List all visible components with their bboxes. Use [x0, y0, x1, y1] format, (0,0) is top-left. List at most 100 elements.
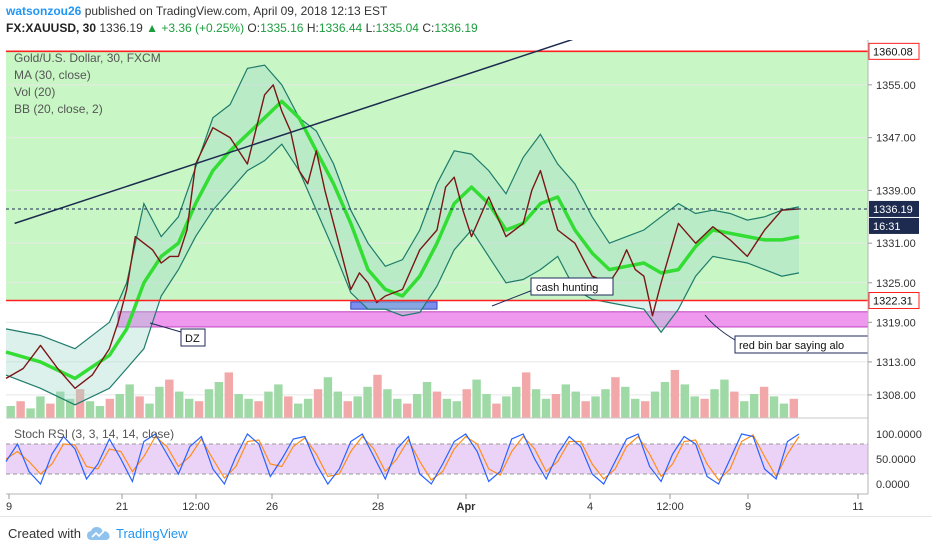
cash-hunting-text: cash hunting [536, 282, 598, 294]
svg-text:1360.08: 1360.08 [873, 46, 913, 58]
open-label: O: [247, 21, 261, 35]
price-tick-label: 1339.00 [876, 185, 916, 197]
volume-bar [85, 401, 95, 418]
symbol-label: FX:XAUUSD, 30 [6, 21, 97, 35]
volume-bar [422, 382, 432, 418]
cash-hunting-callout[interactable] [530, 277, 614, 296]
bollinger-fill [6, 65, 799, 405]
bollinger-lower [5, 143, 800, 406]
red-bin-pointer [704, 314, 736, 341]
legend-bb: BB (20, close, 2) [14, 102, 103, 116]
volume-bar [6, 406, 15, 418]
time-tick-label: Apr [457, 501, 477, 513]
price-line [5, 84, 800, 389]
volume-bar [115, 394, 124, 418]
volume-bar [660, 382, 670, 418]
volume-bar [323, 377, 333, 418]
volume-bar [125, 384, 134, 418]
time-axis[interactable]: 9 21 12:00 26 28 Apr 4 12:00 9 11 [6, 494, 864, 513]
volume-bar [393, 398, 402, 418]
time-tick-label: 11 [852, 501, 863, 513]
price-tick-label: 1355.00 [876, 80, 916, 92]
volume-bar [432, 391, 442, 418]
last-price: 1336.19 [99, 21, 143, 35]
dz-callout[interactable] [180, 328, 206, 347]
volume-bar [521, 372, 531, 418]
stoch-d-line [5, 434, 800, 481]
author-link[interactable]: watsonzou26 [6, 4, 82, 18]
tradingview-cloud-icon[interactable] [86, 525, 112, 543]
low-label: L: [365, 21, 376, 35]
volume-bar [165, 379, 174, 418]
volume-bar [26, 408, 35, 418]
volume-bar [551, 394, 561, 418]
trend-line[interactable] [14, 40, 575, 225]
volume-bar [700, 398, 709, 418]
volume-bar [95, 406, 105, 418]
low-value: 1335.04 [375, 21, 419, 35]
stoch-band [6, 444, 868, 474]
volume-bar [442, 398, 452, 418]
volume-bar [502, 396, 511, 418]
created-with-text: Created with [8, 526, 81, 541]
volume-bar [412, 394, 422, 418]
time-tick-label: 21 [116, 501, 128, 513]
chart-area[interactable]: Gold/U.S. Dollar, 30, FXCM MA (30, close… [0, 40, 932, 516]
volume-bar [541, 398, 551, 418]
volume-bar [284, 396, 293, 418]
time-tick-label: 12:00 [182, 501, 210, 513]
time-tick-label: 4 [587, 501, 593, 513]
volume-bars [6, 370, 799, 418]
volume-bar [274, 384, 283, 418]
tradingview-brand[interactable]: TradingView [116, 526, 188, 541]
demand-zone[interactable] [117, 311, 869, 328]
volume-bar [135, 396, 144, 418]
volume-bar [690, 396, 699, 418]
price-axis[interactable]: 1355.00 1347.00 1339.00 1331.00 1325.00 1319.… [868, 80, 916, 402]
volume-bar [769, 396, 779, 418]
volume-bar [224, 372, 233, 418]
price-tick-label: 1313.00 [876, 357, 916, 369]
dz-pointer [149, 322, 182, 333]
volume-bar [234, 394, 243, 418]
volume-bar [789, 398, 799, 418]
up-arrow-icon: ▲ [146, 21, 158, 35]
volume-bar [214, 382, 224, 418]
volume-bar [403, 403, 412, 418]
volume-bar [333, 391, 343, 418]
resistance-tag: 1360.08 [868, 42, 920, 60]
volume-bar [531, 389, 541, 418]
support-tag: 1322.31 [868, 292, 920, 310]
stoch-tick-label: 0.0000 [876, 479, 910, 491]
volume-bar [75, 389, 85, 418]
volume-bar [46, 403, 55, 418]
stoch-tick-label: 50.0000 [876, 454, 916, 466]
volume-bar [462, 389, 471, 418]
volume-bar [749, 394, 759, 418]
volume-bar [779, 403, 789, 418]
volume-bar [363, 386, 372, 418]
price-tick-label: 1347.00 [876, 133, 916, 145]
time-tick-label: 9 [745, 501, 751, 513]
stoch-axis[interactable]: 100.0000 50.0000 0.0000 [876, 429, 922, 491]
cash-hunting-box[interactable] [350, 301, 438, 310]
volume-bar [65, 398, 75, 418]
stoch-grid [6, 443, 868, 475]
svg-text:16:31: 16:31 [873, 221, 901, 233]
volume-bar [254, 401, 263, 418]
volume-bar [16, 401, 25, 418]
volume-bar [710, 389, 719, 418]
volume-bar [720, 379, 729, 418]
quote-line: FX:XAUUSD, 30 1336.19 ▲ +3.36 (+0.25%) O… [6, 21, 478, 35]
volume-bar [56, 391, 65, 418]
volume-bar [512, 386, 521, 418]
price-tick-label: 1331.00 [876, 238, 916, 250]
volume-bar [581, 401, 590, 418]
volume-bar [175, 391, 184, 418]
volume-bar [591, 396, 600, 418]
volume-bar [601, 389, 610, 418]
chart-header: watsonzou26 published on TradingView.com… [0, 0, 932, 40]
volume-bar [353, 396, 362, 418]
legend-vol: Vol (20) [14, 85, 55, 99]
high-label: H: [306, 21, 319, 35]
